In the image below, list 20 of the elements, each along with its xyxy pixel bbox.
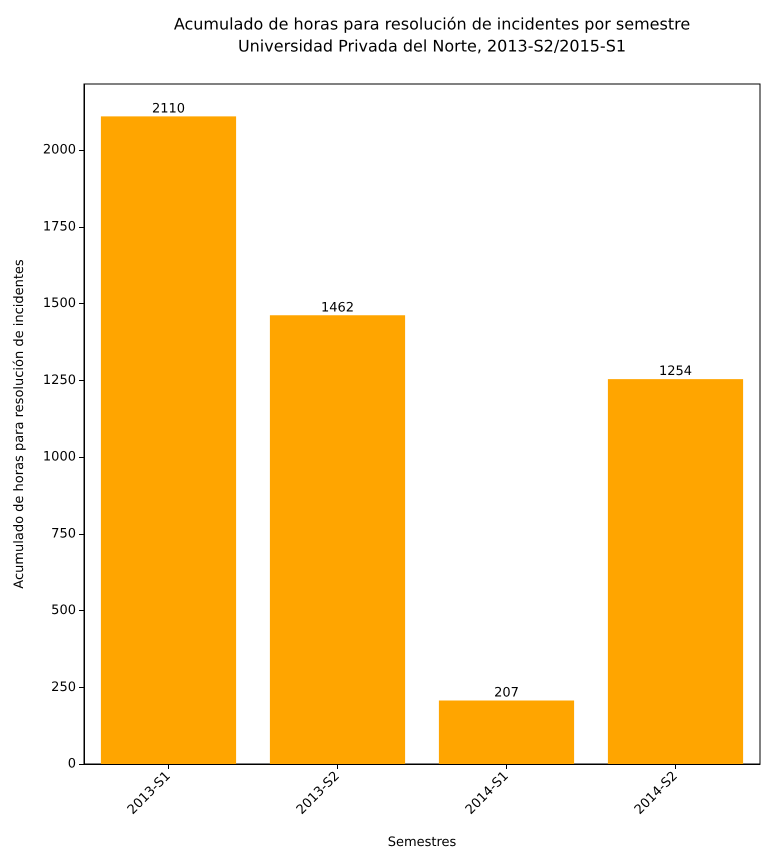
- chart-title: Acumulado de horas para resolución de incidentes por semestre Universidad Privada del Norte, 2013-S2/2015-S1: [174, 14, 690, 56]
- y-tick-label: 500: [51, 603, 76, 618]
- y-tick-label: 2000: [42, 142, 76, 158]
- y-tick-label: 1000: [42, 450, 76, 465]
- x-axis-title: Semestres: [388, 835, 457, 850]
- y-tick-label: 1500: [42, 296, 76, 312]
- y-axis-title: Acumulado de horas para resolución de incidentes: [12, 259, 27, 589]
- data-label: 2110: [152, 101, 186, 116]
- data-label: 1462: [320, 300, 354, 316]
- bar: [608, 379, 744, 764]
- data-label: 1254: [658, 364, 692, 380]
- y-tick-label: 750: [51, 526, 76, 542]
- bar: [438, 700, 574, 764]
- y-tick-label: 1250: [42, 372, 76, 388]
- y-tick-label: 1750: [42, 219, 76, 234]
- bar: [270, 315, 406, 764]
- y-tick-label: 0: [68, 756, 76, 772]
- y-tick-label: 250: [51, 680, 76, 695]
- bar: [100, 116, 236, 764]
- data-label: 207: [494, 685, 519, 700]
